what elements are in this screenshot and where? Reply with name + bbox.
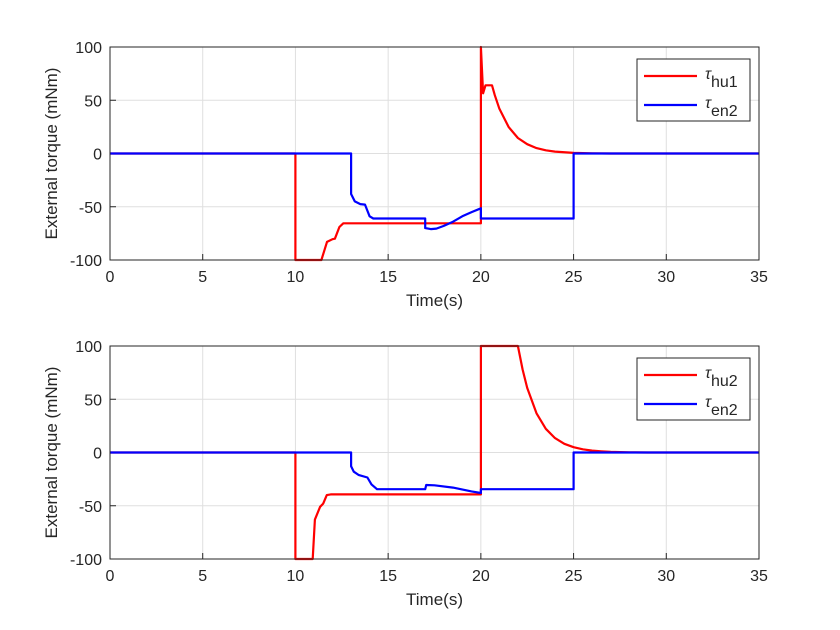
x-tick-label: 35: [750, 269, 768, 286]
legend-subscript: en2: [711, 103, 738, 120]
x-tick-label: 5: [198, 568, 207, 585]
y-tick-label: 50: [84, 392, 102, 409]
legend-label-en2: τen2: [705, 95, 738, 120]
axes-box: [109, 345, 760, 560]
legend-symbol: τ: [705, 66, 712, 83]
x-tick-label: 25: [565, 269, 583, 286]
axes-box: [109, 46, 760, 261]
y-tick-label: 0: [93, 446, 102, 463]
y-tick-label: -50: [79, 499, 102, 516]
legend-label-en2: τen2: [705, 394, 738, 419]
y-tick-label: 100: [75, 339, 102, 356]
x-tick-label: 20: [472, 269, 490, 286]
x-tick-label: 0: [106, 568, 115, 585]
x-tick-label: 30: [657, 568, 675, 585]
legend-box: [636, 357, 751, 421]
series-line-hu1: [110, 45, 759, 262]
legend-symbol: τ: [705, 365, 712, 382]
y-tick-label: -100: [70, 253, 102, 270]
legend-label-hu1: τhu1: [705, 66, 738, 91]
y-axis-label: External torque (mNm): [42, 68, 61, 240]
legend-subscript: hu2: [711, 373, 738, 390]
legend-symbol: τ: [705, 95, 712, 112]
y-axis-label: External torque (mNm): [42, 367, 61, 539]
series-line-en2: [110, 152, 759, 231]
x-tick-label: 5: [198, 269, 207, 286]
y-tick-label: -50: [79, 200, 102, 217]
series-line-en2: [110, 451, 759, 495]
legend-subscript: hu1: [711, 74, 738, 91]
y-tick-label: 100: [75, 40, 102, 57]
legend-subscript: en2: [711, 402, 738, 419]
x-tick-label: 35: [750, 568, 768, 585]
x-tick-label: 30: [657, 269, 675, 286]
subplot-2: 0 5 10 15 20 25 30 35 -100 -50 0 50 100 Time(s) Extern…: [42, 339, 768, 609]
x-tick-label: 15: [379, 269, 397, 286]
x-tick-label: 25: [565, 568, 583, 585]
subplot-1: 0 5 10 15 20 25 30 35 -100 -50 0 50 100 Time(s) Extern…: [42, 40, 768, 310]
legend-symbol: τ: [705, 394, 712, 411]
legend-label-hu2: τhu2: [705, 365, 738, 390]
x-tick-label: 20: [472, 568, 490, 585]
legend-box: [636, 58, 751, 122]
x-axis-label: Time(s): [406, 291, 463, 310]
y-tick-label: -100: [70, 552, 102, 569]
y-tick-label: 50: [84, 93, 102, 110]
x-axis-label: Time(s): [406, 590, 463, 609]
x-tick-label: 0: [106, 269, 115, 286]
x-tick-label: 10: [287, 568, 305, 585]
x-tick-label: 15: [379, 568, 397, 585]
y-tick-label: 0: [93, 147, 102, 164]
x-tick-label: 10: [287, 269, 305, 286]
series-line-hu2: [110, 344, 759, 561]
